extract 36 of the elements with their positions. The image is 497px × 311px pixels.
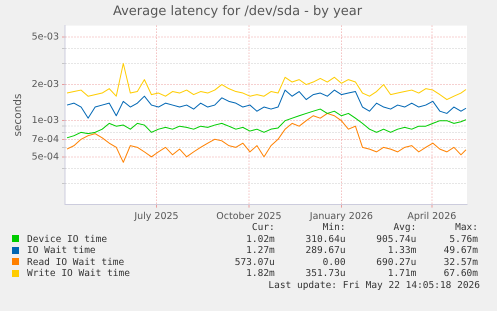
text: Avg: [392, 222, 418, 234]
legend-label: Write IO Wait time [26, 268, 131, 280]
text: 351.73u [304, 268, 347, 280]
y-axis-title: seconds [12, 94, 24, 137]
legend-label: IO Wait time [26, 245, 97, 256]
legend-label: Read IO Wait time [26, 256, 126, 268]
text: 289.67u [304, 245, 347, 256]
text: 1.33m [386, 245, 418, 256]
y-tick-label: 7e-04 [32, 134, 60, 145]
text: Min: [322, 222, 347, 234]
x-tick-label: July 2025 [133, 210, 179, 222]
x-tick-label: January 2026 [308, 210, 373, 222]
legend-label: Device IO time [26, 234, 108, 245]
text: 49.67m [442, 245, 479, 256]
x-tick-label: April 2026 [407, 210, 456, 222]
text: 1.71m [386, 268, 418, 280]
y-tick-label: 2e-03 [32, 79, 60, 90]
text: 1.02m [245, 234, 276, 245]
text: 1.27m [245, 245, 276, 256]
text: 67.60m [442, 268, 479, 280]
text: Cur: [250, 222, 276, 234]
text: 690.27u [375, 256, 418, 268]
y-tick-label: 1e-03 [32, 115, 60, 126]
y-tick-label: 5e-03 [32, 31, 60, 42]
y-tick-label: 5e-04 [32, 151, 60, 162]
text: Max: [454, 222, 479, 234]
text: 310.64u [304, 234, 347, 245]
text: 0.00 [322, 256, 347, 268]
text: 905.74u [375, 234, 418, 245]
text: 1.82m [245, 268, 276, 280]
text: 573.07u [234, 256, 276, 268]
text: 5.76m [448, 234, 479, 245]
x-tick-label: October 2025 [216, 210, 282, 222]
text: Last update: Fri May 22 14:05:18 2026 [267, 280, 480, 292]
text: 32.57m [442, 256, 479, 268]
chart-title: Average latency for /dev/sda - by year [112, 4, 363, 20]
